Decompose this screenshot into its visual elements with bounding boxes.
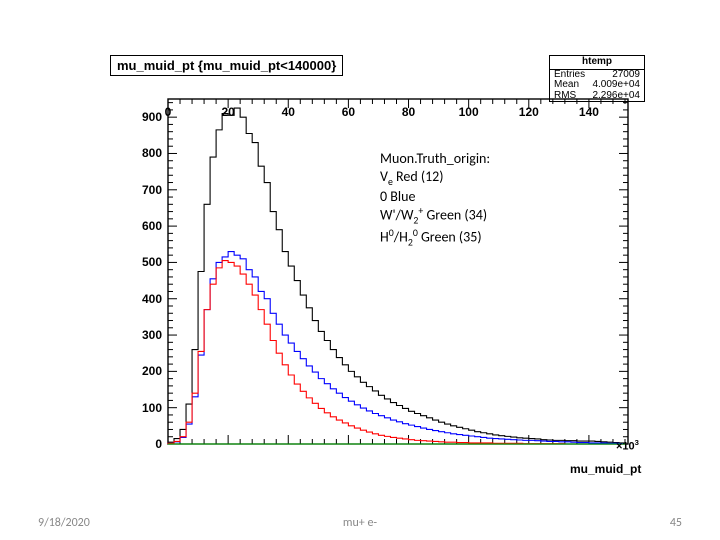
stat-label: Mean bbox=[554, 80, 579, 91]
ytick-label: 700 bbox=[142, 183, 162, 197]
legend-line: Ve Red (12) bbox=[380, 168, 490, 188]
xtick-label: 140 bbox=[579, 105, 599, 119]
xtick-label: 100 bbox=[459, 105, 479, 119]
x-axis-label: mu_muid_pt bbox=[570, 462, 641, 476]
ytick-label: 300 bbox=[142, 328, 162, 342]
footer-page: 45 bbox=[670, 516, 682, 530]
xtick-label: 80 bbox=[402, 105, 415, 119]
xtick-label: 60 bbox=[342, 105, 355, 119]
xtick-label: 40 bbox=[282, 105, 295, 119]
series-red bbox=[168, 261, 625, 444]
legend-line: W'/W2+ Green (34) bbox=[380, 205, 490, 227]
stat-value: 4.009e+04 bbox=[592, 80, 640, 91]
xtick-label: 20 bbox=[221, 105, 234, 119]
ytick-label: 900 bbox=[142, 110, 162, 124]
xtick-label: 0 bbox=[165, 105, 172, 119]
xtick-label: 120 bbox=[519, 105, 539, 119]
plot-title: mu_muid_pt {mu_muid_pt<140000} bbox=[117, 58, 336, 73]
legend: Muon.Truth_origin: Ve Red (12)0 BlueW'/W… bbox=[380, 150, 490, 248]
stats-name: htemp bbox=[550, 56, 644, 70]
legend-line: H0/H20 Green (35) bbox=[380, 227, 490, 249]
ytick-label: 100 bbox=[142, 401, 162, 415]
stat-row: Mean 4.009e+04 bbox=[550, 80, 644, 91]
series-blue bbox=[168, 252, 625, 444]
stats-box: htemp Entries27009Mean4.009e+04RMS2.296e… bbox=[549, 55, 645, 102]
ytick-label: 500 bbox=[142, 255, 162, 269]
ytick-label: 600 bbox=[142, 219, 162, 233]
ytick-label: 400 bbox=[142, 292, 162, 306]
slide: mu_muid_pt {mu_muid_pt<140000} htemp Ent… bbox=[0, 0, 720, 540]
footer-center: mu+ e- bbox=[0, 516, 720, 530]
ytick-label: 0 bbox=[155, 437, 162, 451]
legend-line: 0 Blue bbox=[380, 188, 490, 206]
legend-title: Muon.Truth_origin: bbox=[380, 150, 490, 168]
plot-title-box: mu_muid_pt {mu_muid_pt<140000} bbox=[110, 55, 343, 76]
x-scale-label: ×103 bbox=[616, 438, 639, 453]
ytick-label: 200 bbox=[142, 364, 162, 378]
ytick-label: 800 bbox=[142, 146, 162, 160]
